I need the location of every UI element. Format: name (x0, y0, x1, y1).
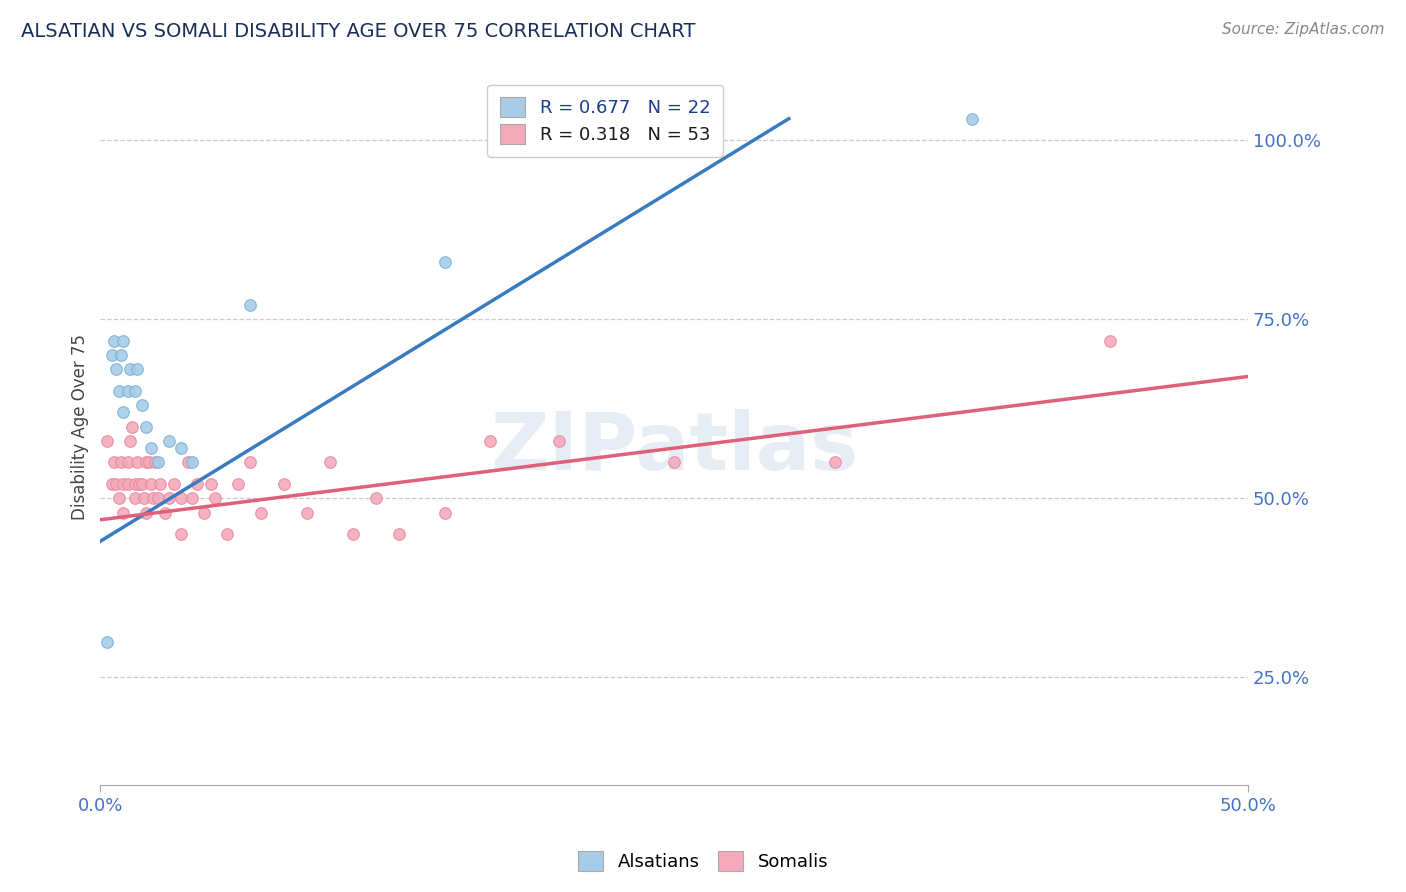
Point (662, 455, 685, 469)
Point (157, 434, 180, 448)
Point (146, 491, 169, 506)
Point (107, 491, 129, 506)
Point (153, 506, 176, 520)
Point (125, 455, 148, 469)
Point (103, 334, 125, 348)
Point (139, 477, 162, 491)
Point (101, 348, 124, 362)
Point (1099, 334, 1122, 348)
Text: ZIPatlas: ZIPatlas (489, 409, 858, 487)
Point (824, 455, 846, 469)
Point (112, 334, 135, 348)
Point (200, 477, 222, 491)
Point (117, 477, 139, 491)
Point (193, 506, 215, 520)
Point (124, 491, 146, 506)
Point (112, 405, 135, 419)
Point (120, 362, 142, 376)
Point (121, 419, 143, 434)
Point (433, 255, 456, 269)
Point (107, 384, 129, 398)
Point (117, 455, 139, 469)
Point (132, 491, 155, 506)
Text: Source: ZipAtlas.com: Source: ZipAtlas.com (1222, 22, 1385, 37)
Point (364, 491, 387, 506)
Point (135, 455, 157, 469)
Point (112, 477, 135, 491)
Point (548, 434, 571, 448)
Point (479, 434, 502, 448)
Point (226, 477, 249, 491)
Point (163, 477, 186, 491)
Point (142, 491, 165, 506)
Point (131, 398, 153, 412)
Y-axis label: Disability Age Over 75: Disability Age Over 75 (72, 334, 89, 520)
Point (110, 348, 132, 362)
Point (128, 477, 150, 491)
Point (135, 419, 157, 434)
Point (105, 477, 128, 491)
Point (342, 527, 364, 541)
Point (433, 506, 456, 520)
Point (135, 506, 157, 520)
Point (120, 434, 142, 448)
Point (295, 506, 318, 520)
Point (176, 455, 198, 469)
Point (170, 527, 193, 541)
Text: ALSATIAN VS SOMALI DISABILITY AGE OVER 75 CORRELATION CHART: ALSATIAN VS SOMALI DISABILITY AGE OVER 7… (21, 22, 696, 41)
Point (170, 491, 193, 506)
Point (215, 527, 238, 541)
Point (157, 491, 180, 506)
Point (149, 477, 172, 491)
Point (238, 298, 260, 312)
Point (181, 455, 204, 469)
Point (962, 112, 984, 126)
Point (112, 506, 135, 520)
Point (124, 384, 146, 398)
Point (110, 455, 132, 469)
Point (238, 455, 260, 469)
Point (250, 506, 273, 520)
Point (181, 491, 204, 506)
Point (273, 477, 295, 491)
Point (145, 455, 167, 469)
Point (146, 455, 169, 469)
Point (96, 634, 118, 648)
Point (139, 441, 162, 455)
Point (186, 477, 208, 491)
Point (388, 527, 411, 541)
Legend: Alsatians, Somalis: Alsatians, Somalis (571, 844, 835, 879)
Legend: R = 0.677   N = 22, R = 0.318   N = 53: R = 0.677 N = 22, R = 0.318 N = 53 (488, 85, 723, 157)
Point (170, 441, 193, 455)
Point (131, 477, 153, 491)
Point (101, 477, 124, 491)
Point (96, 434, 118, 448)
Point (117, 384, 139, 398)
Point (204, 491, 226, 506)
Point (103, 455, 125, 469)
Point (319, 455, 342, 469)
Point (124, 477, 146, 491)
Point (138, 455, 160, 469)
Point (105, 362, 128, 376)
Point (125, 362, 148, 376)
